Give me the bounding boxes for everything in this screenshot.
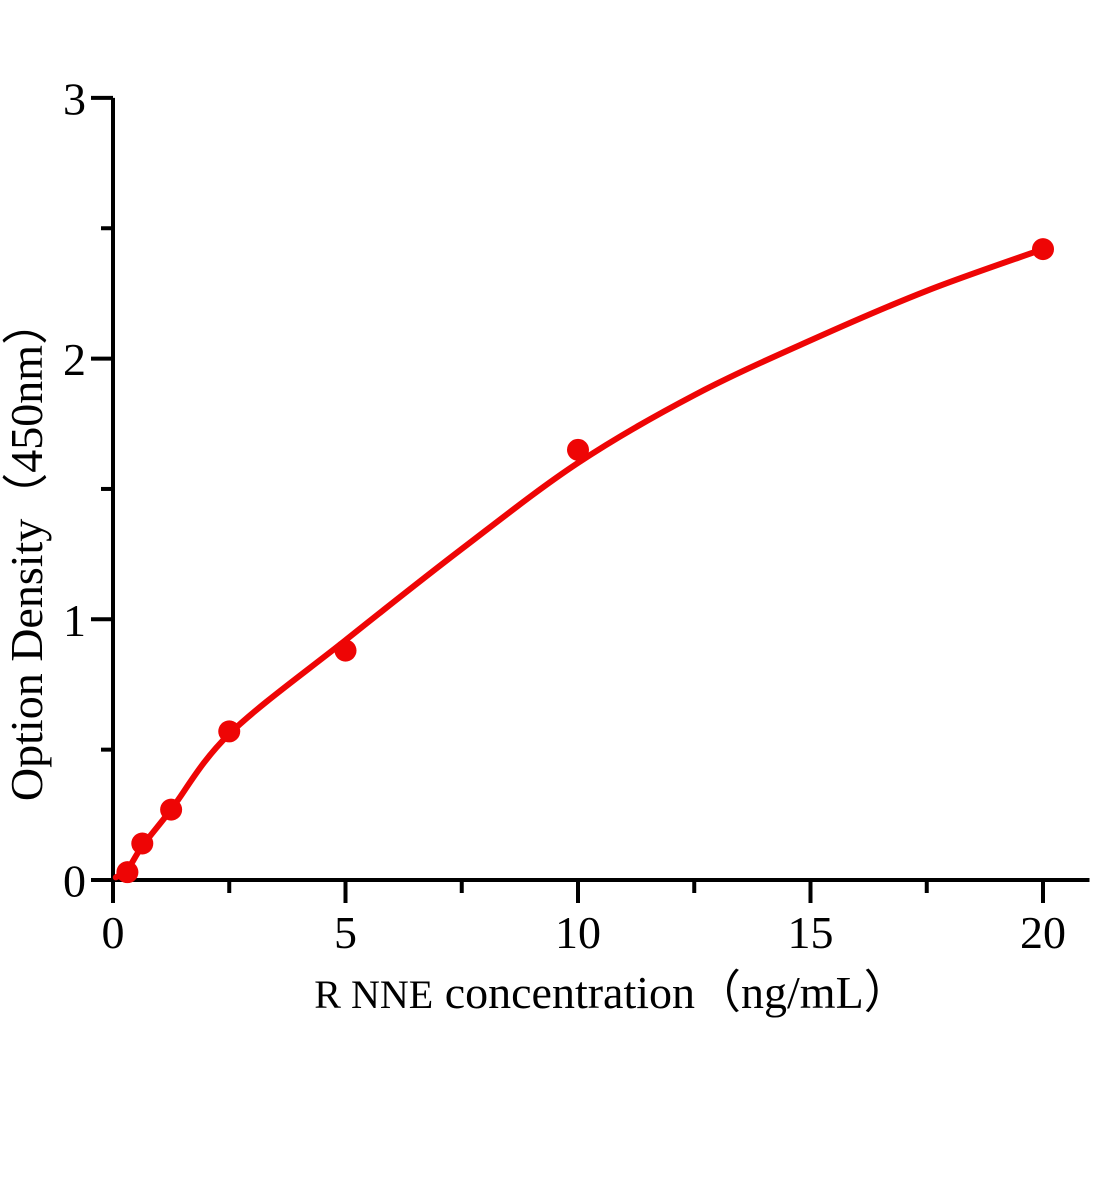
x-axis-title-prefix: R NNE <box>314 972 433 1017</box>
x-tick-label: 5 <box>334 907 357 958</box>
data-point <box>334 639 357 662</box>
data-point <box>218 720 241 743</box>
x-axis-title: R NNE concentration（ng/mL） <box>314 967 909 1018</box>
x-tick-label: 0 <box>102 907 125 958</box>
x-tick-label: 10 <box>555 907 601 958</box>
x-tick-label: 15 <box>788 907 834 958</box>
data-point <box>1032 238 1054 261</box>
data-point <box>131 832 154 855</box>
fitted-curve <box>112 246 1046 881</box>
tick-labels-layer: 0 5 10 15 20 0 1 2 3 <box>63 73 1066 958</box>
data-point <box>116 861 139 884</box>
y-tick-label: 2 <box>63 334 86 385</box>
axes <box>91 95 1090 903</box>
x-axis-title-rest: concentration（ng/mL） <box>433 967 910 1018</box>
y-tick-label: 3 <box>63 73 86 124</box>
y-tick-label: 1 <box>63 595 86 646</box>
data-point <box>567 438 589 461</box>
y-axis-title: Option Density（450nm） <box>1 299 52 801</box>
fit-curve-layer <box>112 246 1046 881</box>
x-tick-label: 20 <box>1020 907 1066 958</box>
y-tick-label: 0 <box>63 856 86 907</box>
data-point <box>160 798 183 821</box>
data-points-layer <box>116 238 1054 884</box>
